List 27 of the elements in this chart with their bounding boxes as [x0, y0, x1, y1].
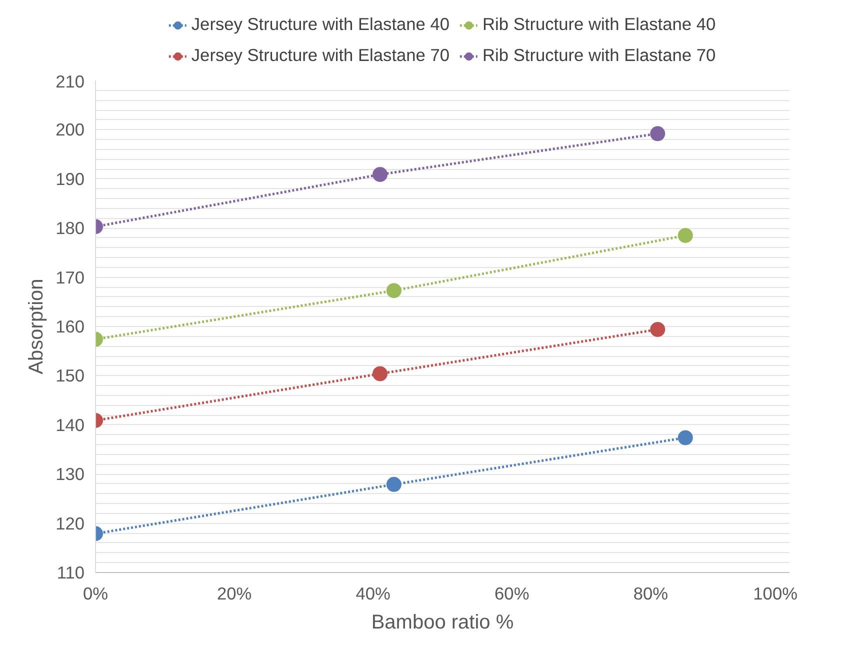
- x-axis-title: Bamboo ratio %: [371, 612, 514, 634]
- x-tick-label: 80%: [633, 584, 668, 604]
- y-tick-label: 120: [56, 513, 85, 534]
- x-tick-label: 100%: [753, 584, 798, 604]
- x-tick-label: 40%: [356, 584, 390, 604]
- legend-label: Jersey Structure with Elastane 40: [191, 14, 450, 35]
- point: [650, 126, 666, 142]
- y-tick-label: 150: [56, 366, 85, 386]
- y-tick-label: 190: [56, 168, 85, 189]
- y-tick-label: 200: [56, 120, 85, 140]
- legend-label: Jersey Structure with Elastane 70: [191, 45, 450, 66]
- x-tick-label: 60%: [494, 584, 530, 604]
- y-tick-label: 170: [56, 267, 85, 288]
- x-tick-label: 0%: [82, 584, 108, 604]
- point: [650, 322, 666, 337]
- y-tick-label: 130: [56, 464, 85, 484]
- y-tick-label: 180: [56, 218, 85, 238]
- y-tick-label: 140: [56, 414, 85, 435]
- y-tick-label: 160: [56, 316, 85, 336]
- y-tick-label: 210: [56, 72, 85, 92]
- point: [678, 228, 693, 243]
- y-tick-label: 110: [56, 562, 85, 582]
- legend-label: Rib Structure with Elastane 40: [482, 14, 716, 35]
- point: [678, 430, 693, 446]
- x-tick-label: 20%: [216, 584, 252, 604]
- legend-label: Rib Structure with Elastane 70: [482, 45, 716, 66]
- y-axis-title: Absorption: [26, 278, 48, 374]
